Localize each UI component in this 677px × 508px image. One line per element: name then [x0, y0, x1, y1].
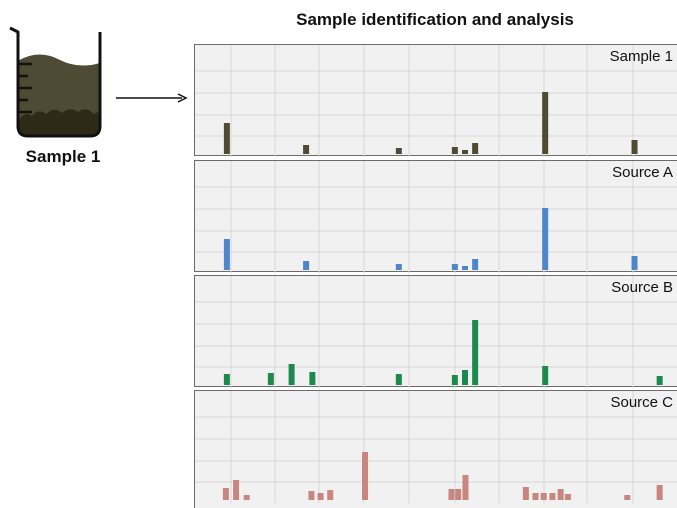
source-c-bar-4 [308, 491, 315, 500]
source-c-bar-7 [362, 452, 369, 500]
main-title: Sample identification and analysis [296, 10, 574, 29]
source-c-bar-2 [233, 480, 240, 500]
source-c-bar-16 [564, 494, 571, 500]
source-b-bar-7 [461, 370, 468, 385]
panel-sample-1-chart [195, 45, 677, 157]
source-b-bar-2 [267, 373, 274, 385]
sample-1-bar-3 [395, 148, 402, 154]
source-b-bar-1 [223, 374, 230, 385]
sample-1-bar-8 [631, 140, 638, 154]
sample-1-bar-1 [223, 123, 230, 154]
source-c-bar-15 [557, 489, 564, 500]
panel-sample-1: Sample 1 [194, 44, 677, 157]
source-b-bar-4 [309, 372, 316, 385]
source-b-bar-9 [542, 366, 549, 385]
panel-source-a-chart [195, 161, 677, 273]
source-a-bar-7 [542, 208, 549, 270]
source-c-bar-3 [243, 495, 250, 500]
panel-label-source-b: Source B [611, 279, 673, 296]
source-c-bar-11 [522, 487, 529, 500]
source-c-bar-10 [462, 475, 469, 500]
source-c-bar-9 [455, 489, 462, 500]
source-b-bar-5 [395, 374, 402, 385]
panel-source-b: Source B [194, 275, 677, 388]
sample-1-bar-2 [303, 145, 310, 154]
panel-source-c: Source C [194, 390, 677, 508]
source-c-bar-13 [540, 493, 547, 500]
source-c-bar-6 [327, 490, 334, 500]
panel-source-c-chart [195, 391, 677, 503]
source-c-bar-17 [624, 495, 631, 500]
source-c-bar-18 [656, 485, 663, 500]
source-c-bar-8 [448, 489, 455, 500]
source-b-bar-8 [472, 320, 479, 385]
source-a-bar-4 [451, 264, 458, 270]
sample-1-bar-7 [542, 92, 549, 154]
panel-label-sample-1: Sample 1 [609, 48, 673, 65]
panel-label-source-c: Source C [610, 394, 673, 411]
source-a-bar-6 [472, 259, 479, 270]
source-b-bar-6 [451, 375, 458, 385]
sample-1-bar-5 [461, 150, 468, 154]
beaker-label: Sample 1 [25, 147, 101, 166]
beaker-sediment [18, 109, 100, 136]
beaker-icon [9, 26, 102, 138]
source-c-bar-5 [317, 493, 324, 500]
sample-1-bar-4 [451, 147, 458, 154]
source-a-bar-2 [303, 261, 310, 270]
source-a-bar-5 [461, 266, 468, 270]
source-a-bar-3 [395, 264, 402, 270]
panel-label-source-a: Source A [612, 164, 673, 181]
source-c-bar-14 [549, 493, 556, 500]
source-a-bar-8 [631, 256, 638, 270]
source-c-bar-1 [222, 488, 229, 500]
source-b-bar-3 [288, 364, 295, 385]
source-a-bar-1 [223, 239, 230, 270]
panel-source-a: Source A [194, 160, 677, 273]
arrow-icon [116, 93, 188, 103]
source-c-bar-12 [532, 493, 539, 500]
source-b-bar-10 [656, 376, 663, 385]
sample-1-bar-6 [472, 143, 479, 154]
panel-source-b-chart [195, 276, 677, 388]
